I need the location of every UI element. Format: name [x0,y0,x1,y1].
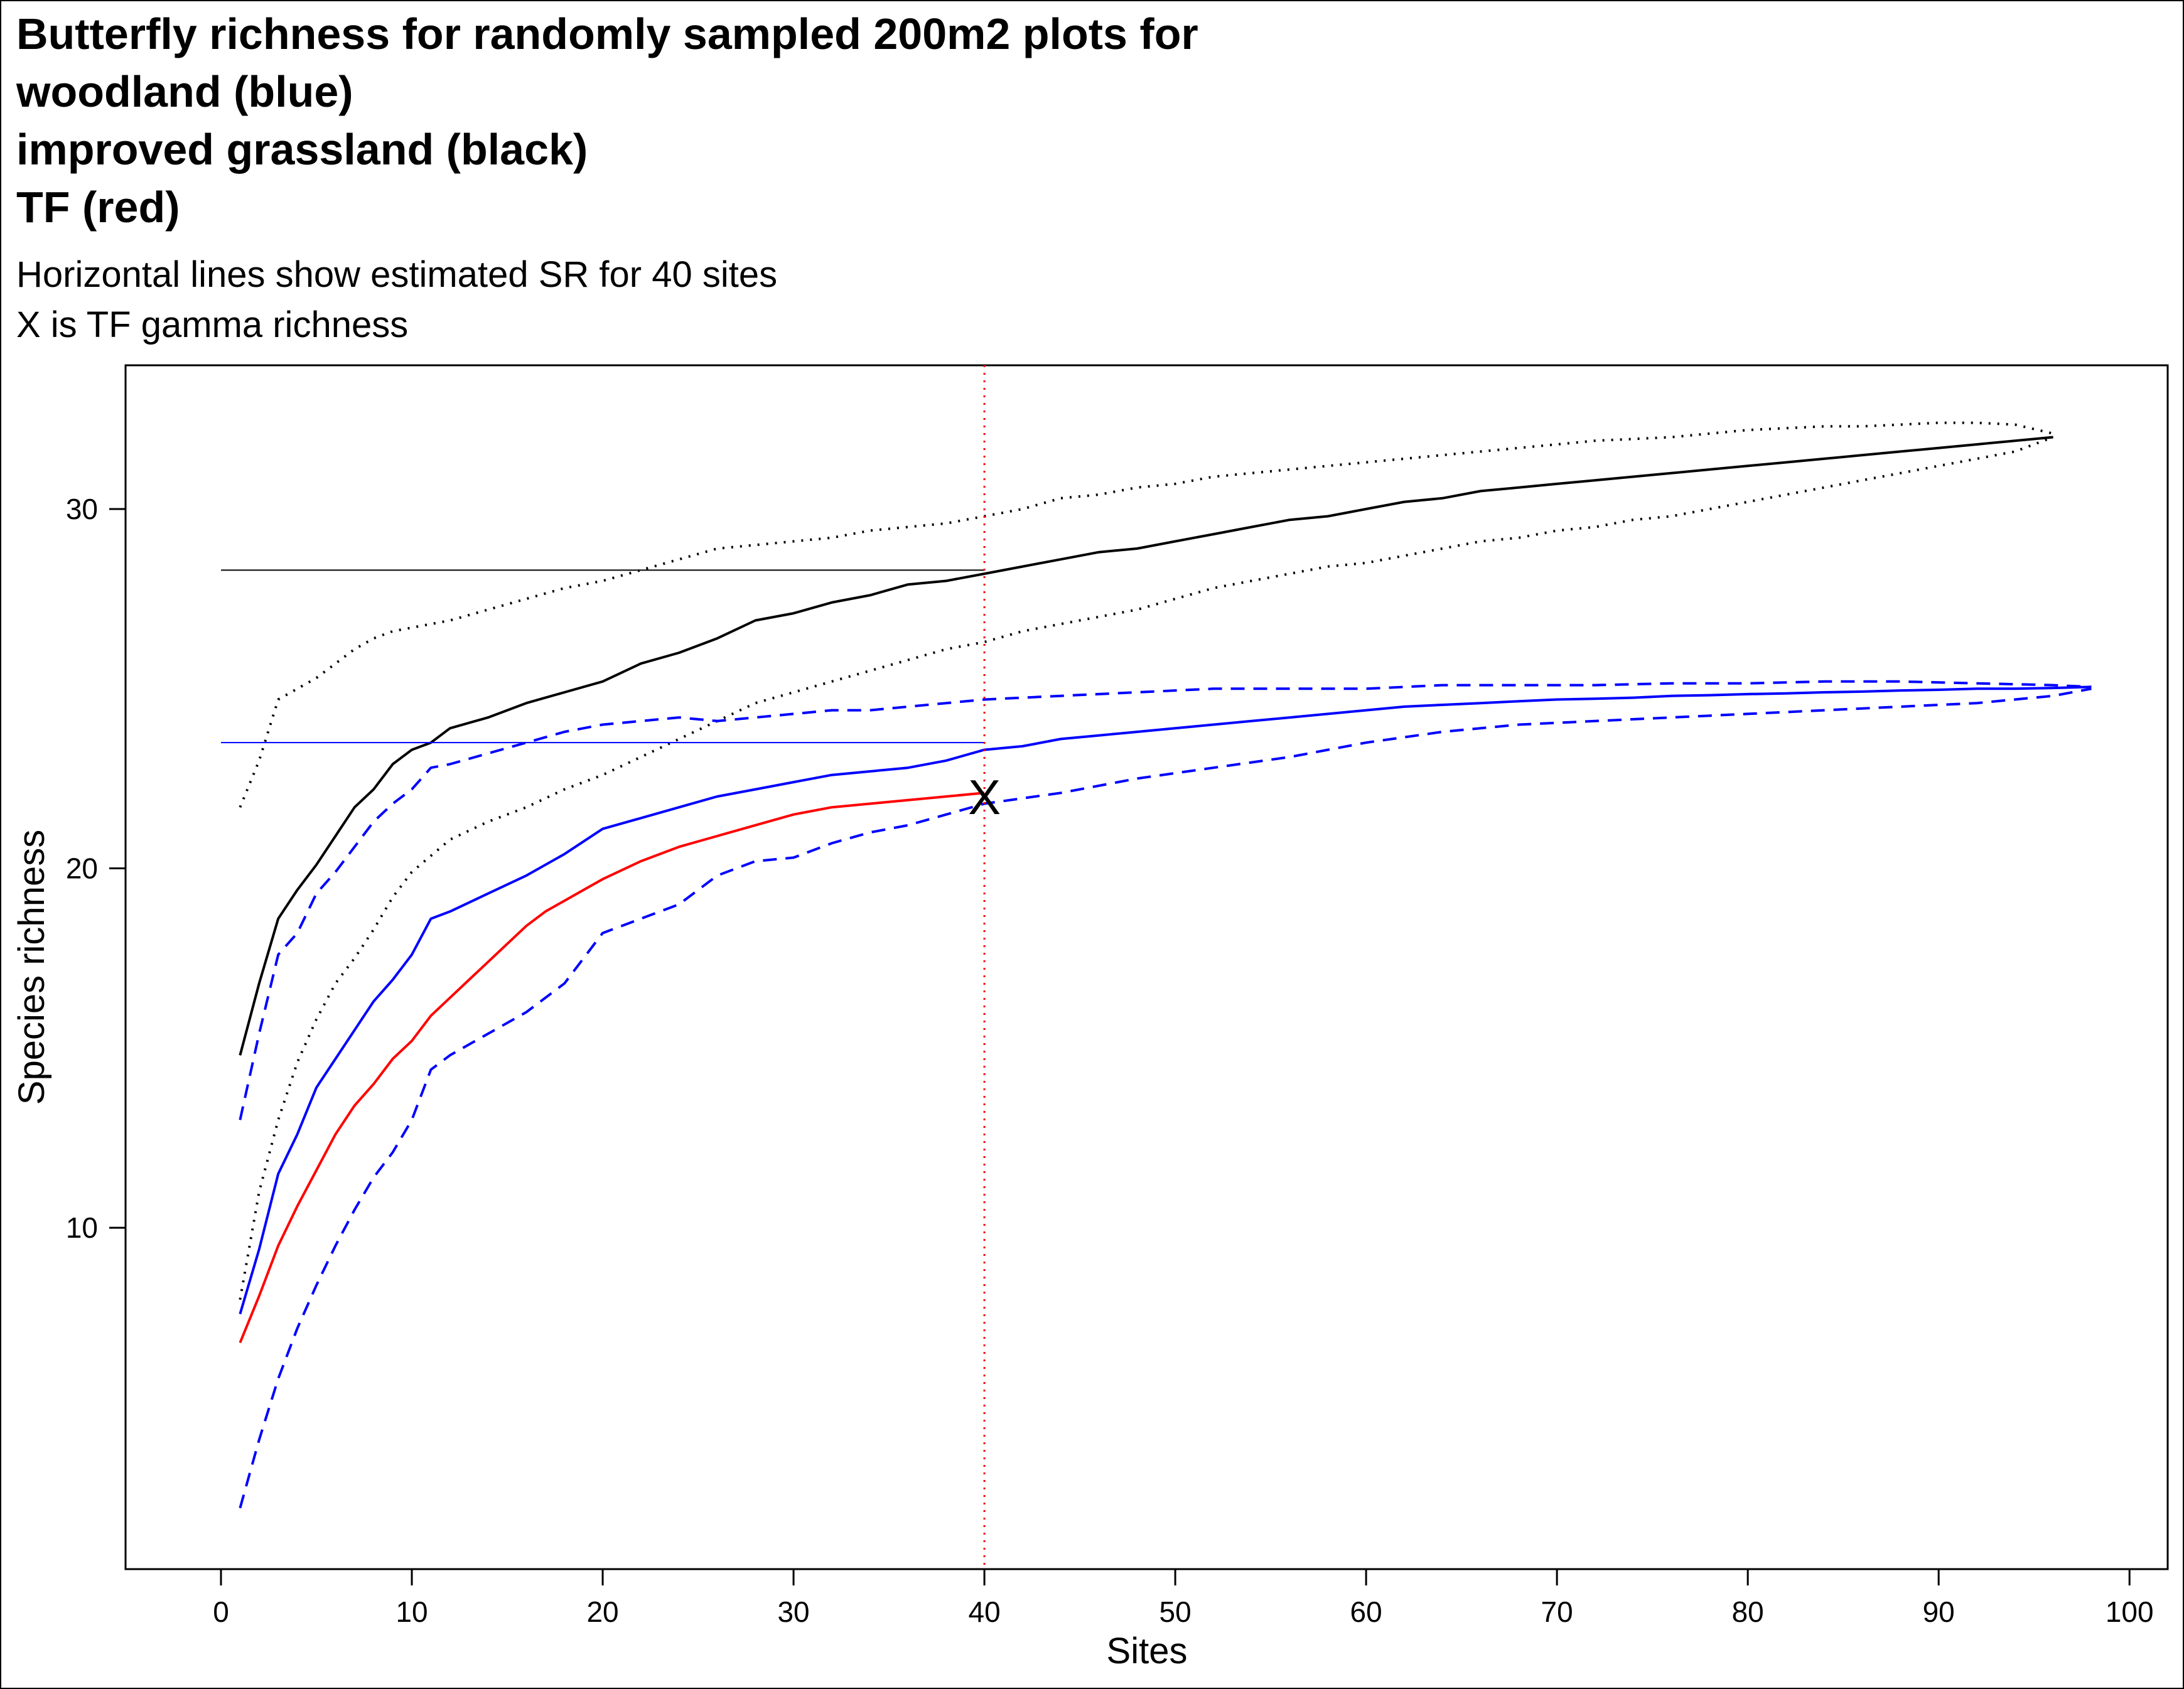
title-line-2: woodland (blue) [16,67,353,116]
x-tick-label: 20 [586,1595,618,1628]
x-tick-label: 10 [395,1595,428,1628]
series-line-2 [239,436,2054,1300]
x-tick-label: 70 [1541,1595,1573,1628]
x-tick-label: 50 [1159,1595,1192,1628]
series-lines: X [221,365,2092,1569]
x-tick-label: 0 [213,1595,229,1628]
subtitle-line-1: Horizontal lines show estimated SR for 4… [16,254,778,295]
series-line-6 [239,791,985,1344]
chart-title: Butterfly richness for randomly sampled … [16,5,1198,236]
y-tick-label: 20 [66,852,98,885]
x-tick-label: 40 [968,1595,1000,1628]
title-line-4: TF (red) [16,183,180,232]
series-line-5 [239,687,2092,1509]
gamma-richness-marker: X [968,769,1001,825]
series-line-3 [239,685,2092,1315]
y-axis-label: Species richness [11,830,52,1105]
x-tick-label: 100 [2106,1595,2154,1628]
x-tick-label: 80 [1732,1595,1764,1628]
title-line-3: improved grassland (black) [16,125,588,174]
chart-subtitle: Horizontal lines show estimated SR for 4… [16,250,777,350]
x-tick-label: 30 [777,1595,809,1628]
x-tick-label: 60 [1350,1595,1382,1628]
title-line-1: Butterfly richness for randomly sampled … [16,9,1198,58]
series-line-4 [239,680,2092,1120]
y-tick-label: 10 [66,1211,98,1244]
axes: 0 10 20 30 40 50 60 70 80 90 100 10 20 30 [66,493,2154,1628]
series-line-0 [239,436,2053,1056]
series-line-1 [239,421,2054,808]
y-tick-label: 30 [66,493,98,525]
plot-area [124,364,2169,1570]
x-axis-label: Sites [1107,1631,1188,1671]
subtitle-line-2: X is TF gamma richness [16,304,409,345]
x-tick-label: 90 [1923,1595,1955,1628]
